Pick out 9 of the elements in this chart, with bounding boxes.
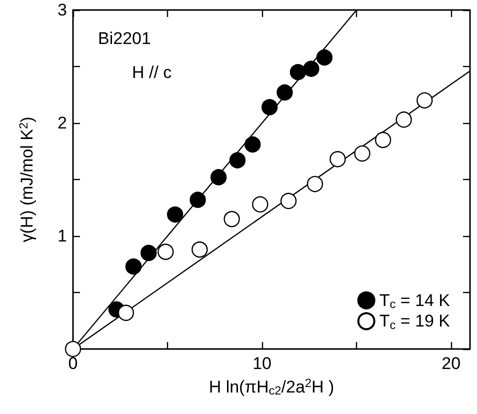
x-tick-label: 0 (68, 354, 78, 373)
y-tick-label: 2 (58, 114, 67, 132)
y-axis-title: γ(H) (mJ/mol K2) (16, 116, 37, 242)
y-tick-label: 3 (58, 0, 67, 20)
y-tick-label: 1 (58, 226, 67, 246)
annotation: Bi2201 (98, 29, 151, 48)
annotation: H // c (132, 63, 172, 82)
x-tick-label: 10 (252, 354, 272, 373)
x-tick-label: 20 (442, 354, 461, 373)
